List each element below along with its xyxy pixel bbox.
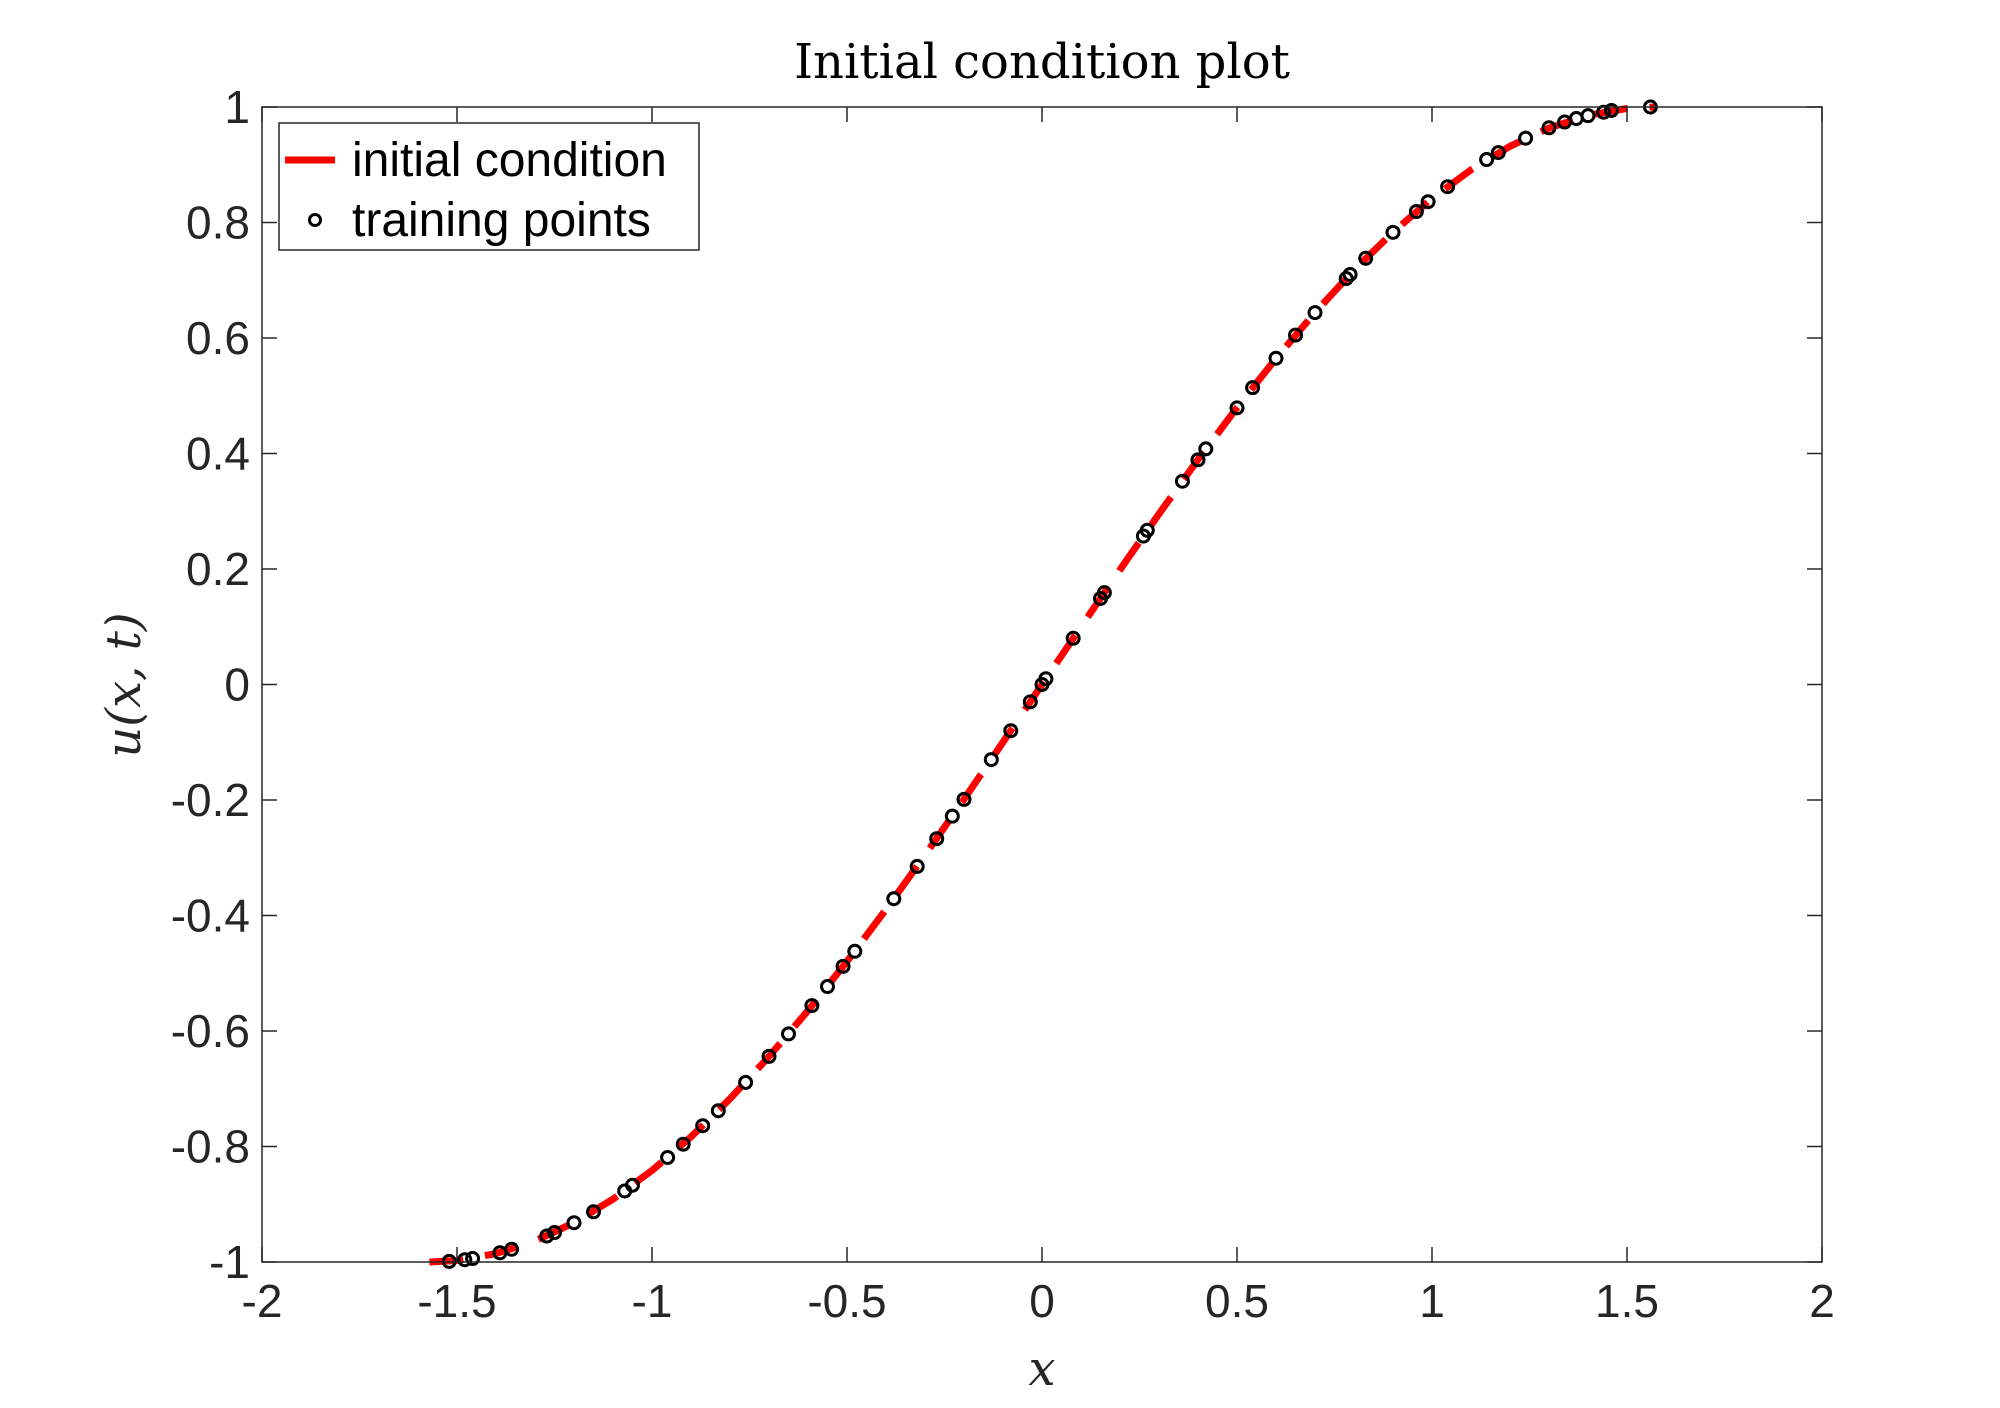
training-point-marker bbox=[547, 1225, 562, 1241]
training-point-marker bbox=[1174, 473, 1190, 489]
training-point-marker bbox=[675, 1136, 691, 1152]
training-point-marker bbox=[1580, 108, 1596, 124]
training-point-marker bbox=[695, 1118, 711, 1134]
training-point-marker bbox=[465, 1251, 481, 1267]
tick-layer: -2 -1.5 -1 -0.5 0 0.5 1 1.5 2 -1 -0.8 -0.6 -0.4 -0.2 0… bbox=[171, 81, 1835, 1327]
training-point-marker bbox=[1022, 694, 1038, 710]
x-tick-label: -0.5 bbox=[807, 1275, 886, 1327]
training-point-marker bbox=[1003, 723, 1019, 739]
training-point-marker bbox=[781, 1026, 796, 1042]
training-point-marker bbox=[909, 858, 925, 874]
training-point-marker bbox=[1288, 327, 1303, 343]
series-layer bbox=[429, 99, 1658, 1269]
y-tick-label: 1 bbox=[224, 81, 250, 133]
training-point-marker bbox=[1245, 380, 1261, 396]
y-tick-label: -0.6 bbox=[171, 1005, 250, 1057]
training-point-marker bbox=[1440, 179, 1456, 195]
y-tick-label: 0.6 bbox=[186, 312, 250, 364]
training-point-marker bbox=[835, 958, 851, 974]
training-point-marker bbox=[1490, 145, 1506, 161]
training-point-marker bbox=[1518, 130, 1534, 146]
training-point-marker bbox=[820, 979, 835, 995]
training-point-marker bbox=[1307, 305, 1323, 321]
x-tick-label: 1 bbox=[1419, 1275, 1445, 1327]
training-point-marker bbox=[1596, 104, 1612, 120]
training-point-marker bbox=[1229, 400, 1245, 416]
training-point-marker bbox=[1385, 224, 1401, 240]
chart-title: Initial condition plot bbox=[794, 34, 1290, 90]
legend-marker-swatch bbox=[308, 213, 322, 227]
y-tick-label: 0.4 bbox=[186, 428, 250, 480]
training-point-marker bbox=[1342, 266, 1358, 282]
x-tick-label: 0 bbox=[1029, 1275, 1055, 1327]
x-tick-label: 0.5 bbox=[1205, 1275, 1269, 1327]
training-point-marker bbox=[1420, 194, 1436, 210]
training-point-marker bbox=[1358, 250, 1374, 266]
training-point-marker bbox=[1479, 152, 1495, 168]
training-point-marker bbox=[1603, 102, 1619, 118]
training-point-marker bbox=[457, 1252, 473, 1268]
y-tick-label: 0.2 bbox=[186, 543, 250, 595]
training-point-marker bbox=[956, 791, 972, 807]
y-tick-label: -0.4 bbox=[171, 890, 250, 942]
training-point-marker bbox=[710, 1103, 726, 1119]
x-tick-label: -2 bbox=[242, 1275, 283, 1327]
training-point-marker bbox=[1190, 452, 1206, 468]
training-point-marker bbox=[1408, 204, 1424, 220]
x-tick-label: -1 bbox=[632, 1275, 673, 1327]
training-point-marker bbox=[761, 1048, 777, 1064]
training-point-marker bbox=[1268, 350, 1284, 366]
training-point-marker bbox=[566, 1215, 582, 1231]
y-tick-label: 0 bbox=[224, 659, 250, 711]
legend-label-training-points: training points bbox=[352, 194, 651, 247]
training-point-marker bbox=[1038, 671, 1054, 687]
training-point-marker bbox=[1139, 522, 1155, 538]
y-tick-label: -1 bbox=[209, 1236, 250, 1288]
training-point-marker bbox=[738, 1074, 754, 1090]
x-tick-label: 2 bbox=[1809, 1275, 1835, 1327]
training-point-marker bbox=[660, 1149, 676, 1165]
training-point-marker bbox=[929, 831, 945, 847]
legend: initial condition training points bbox=[278, 122, 700, 251]
training-point-marker bbox=[1096, 585, 1112, 601]
training-point-marker bbox=[1198, 441, 1214, 457]
training-point-marker bbox=[586, 1204, 601, 1220]
training-point-marker bbox=[1541, 120, 1557, 136]
y-tick-label: 0.8 bbox=[186, 197, 250, 249]
training-point-marker bbox=[983, 752, 999, 768]
training-point-marker bbox=[886, 891, 902, 907]
y-tick-label: -0.8 bbox=[171, 1121, 250, 1173]
y-tick-label: -0.2 bbox=[171, 774, 250, 826]
training-point-marker bbox=[539, 1228, 555, 1244]
training-point-marker bbox=[847, 943, 863, 959]
legend-box bbox=[278, 122, 700, 251]
legend-label-initial-condition: initial condition bbox=[352, 134, 667, 187]
x-tick-label: -1.5 bbox=[417, 1275, 496, 1327]
y-axis-label: u(x, t) bbox=[96, 612, 152, 757]
x-axis-label: x bbox=[1028, 1341, 1055, 1397]
training-point-marker bbox=[625, 1177, 640, 1193]
training-point-marker bbox=[944, 808, 960, 824]
training-point-marker bbox=[804, 998, 820, 1014]
training-point-marker bbox=[504, 1241, 520, 1257]
training-point-marker bbox=[1065, 630, 1081, 646]
x-tick-label: 1.5 bbox=[1595, 1275, 1659, 1327]
